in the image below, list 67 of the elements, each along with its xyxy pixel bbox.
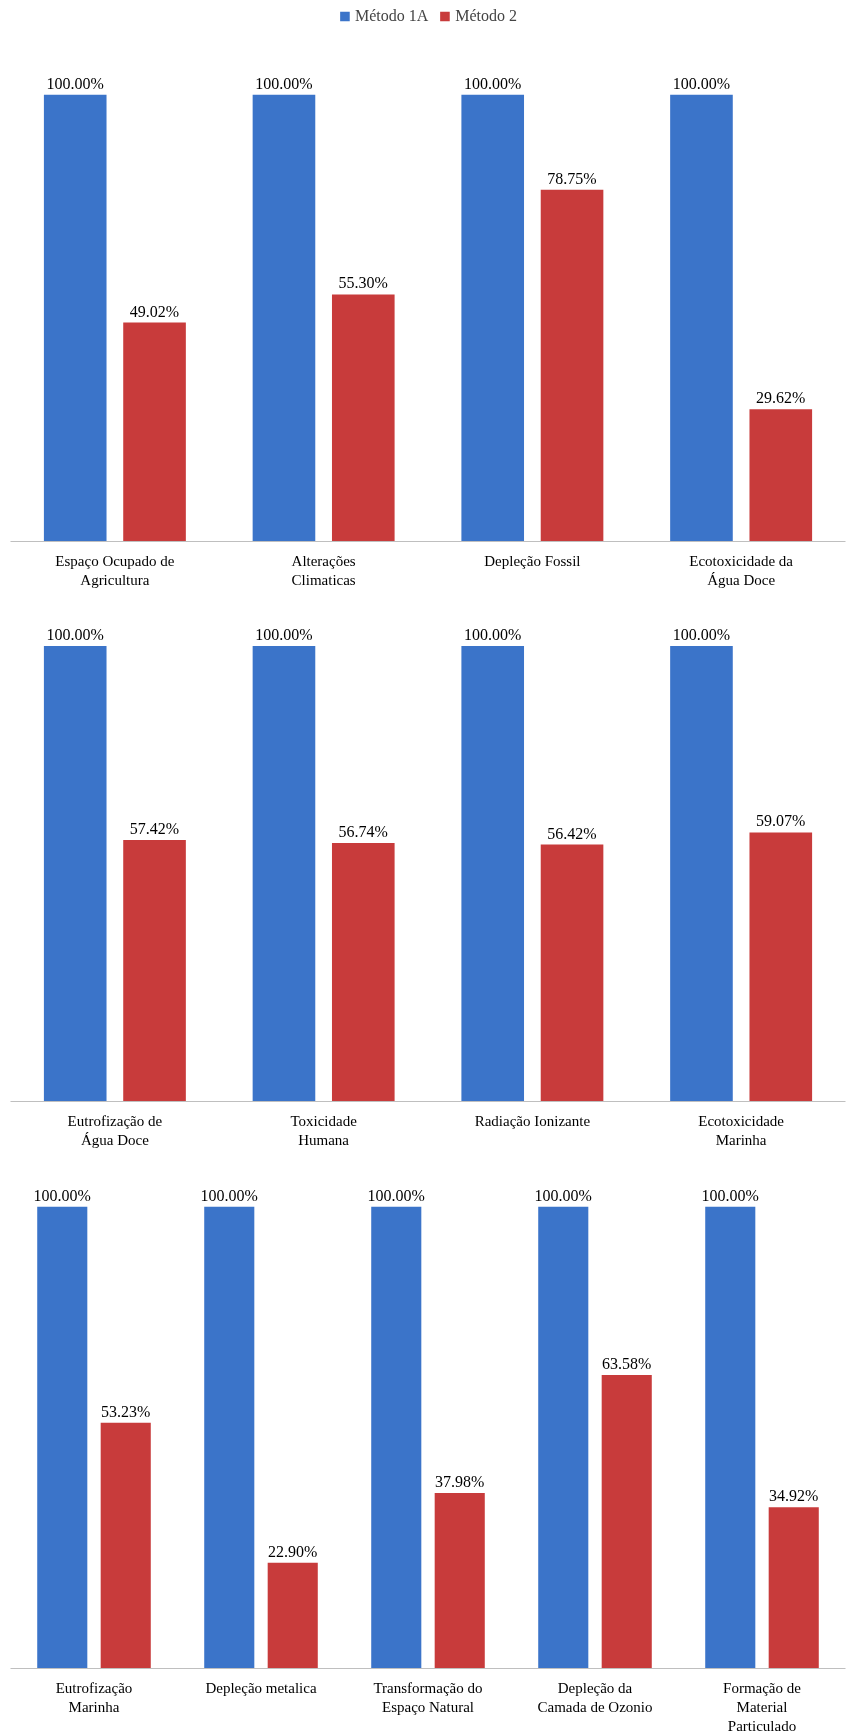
x-tick-label: Eutrofização Marinha [55, 1679, 133, 1715]
legend-label: Método 1A [354, 7, 429, 25]
x-tick-label: Espaço Ocupado de Agricultura [55, 552, 175, 588]
bar [538, 1206, 589, 1669]
bar [252, 646, 316, 1102]
bar [100, 1422, 151, 1669]
bar [749, 409, 813, 542]
bar [768, 1507, 819, 1669]
x-tick-label: Radiação Ionizante [474, 1112, 591, 1129]
bar [670, 646, 733, 1102]
x-tick-label: Ecotoxicidade da Água Doce [689, 552, 794, 588]
bar [43, 646, 107, 1102]
bar [540, 844, 604, 1102]
data-label: 100.00% [464, 74, 522, 92]
legend-label: Método 2 [455, 7, 518, 25]
x-tick-label: Transformação do Espaço Natural [373, 1679, 483, 1715]
data-label: 100.00% [46, 626, 104, 644]
bar [461, 94, 525, 542]
bar [37, 1206, 88, 1669]
data-label: 100.00% [672, 74, 731, 92]
data-label: 78.75% [547, 169, 597, 187]
data-label: 29.62% [756, 389, 806, 407]
data-label: 55.30% [338, 274, 388, 292]
data-label: 100.00% [33, 1186, 91, 1204]
data-label: 63.58% [602, 1354, 652, 1372]
bar [601, 1374, 652, 1669]
x-tick-label: Ecotoxicidade Marinha [698, 1112, 785, 1148]
data-label: 59.07% [756, 812, 806, 830]
bar [252, 94, 316, 542]
data-label: 34.92% [769, 1487, 819, 1505]
data-label: 100.00% [255, 74, 313, 92]
data-label: 56.42% [547, 824, 597, 842]
data-label: 100.00% [255, 626, 313, 644]
bar [461, 646, 525, 1102]
data-label: 100.00% [200, 1186, 258, 1204]
bar [123, 322, 186, 542]
bar [204, 1206, 255, 1669]
data-label: 22.90% [268, 1542, 318, 1560]
bar [331, 294, 395, 542]
x-tick-label: Alterações Climaticas [291, 552, 356, 588]
data-label: 100.00% [464, 626, 522, 644]
bar [123, 839, 186, 1102]
bar [267, 1562, 318, 1669]
x-tick-label: Depleção metalica [205, 1679, 317, 1696]
bar [705, 1206, 756, 1669]
data-label: 49.02% [129, 302, 180, 320]
x-tick-label: Formação de Material Particulado [723, 1679, 802, 1734]
bar [331, 843, 395, 1102]
bar [540, 189, 604, 542]
data-label: 100.00% [672, 626, 731, 644]
bar [371, 1206, 422, 1669]
bar [43, 94, 107, 542]
data-label: 100.00% [46, 74, 104, 92]
x-tick-label: Depleção da Camada de Ozonio [537, 1679, 653, 1715]
data-label: 37.98% [435, 1473, 485, 1491]
data-label: 100.00% [701, 1186, 759, 1204]
x-tick-label: Toxicidade Humana [290, 1112, 358, 1148]
data-label: 100.00% [367, 1186, 425, 1204]
data-label: 57.42% [129, 819, 180, 837]
x-tick-label: Depleção Fossil [484, 552, 581, 569]
data-label: 100.00% [534, 1186, 592, 1204]
x-tick-label: Eutrofização de Água Doce [67, 1112, 163, 1148]
bar [670, 94, 733, 542]
bar [434, 1493, 485, 1669]
data-label: 53.23% [101, 1402, 151, 1420]
data-label: 56.74% [338, 823, 388, 841]
bar [749, 832, 813, 1102]
